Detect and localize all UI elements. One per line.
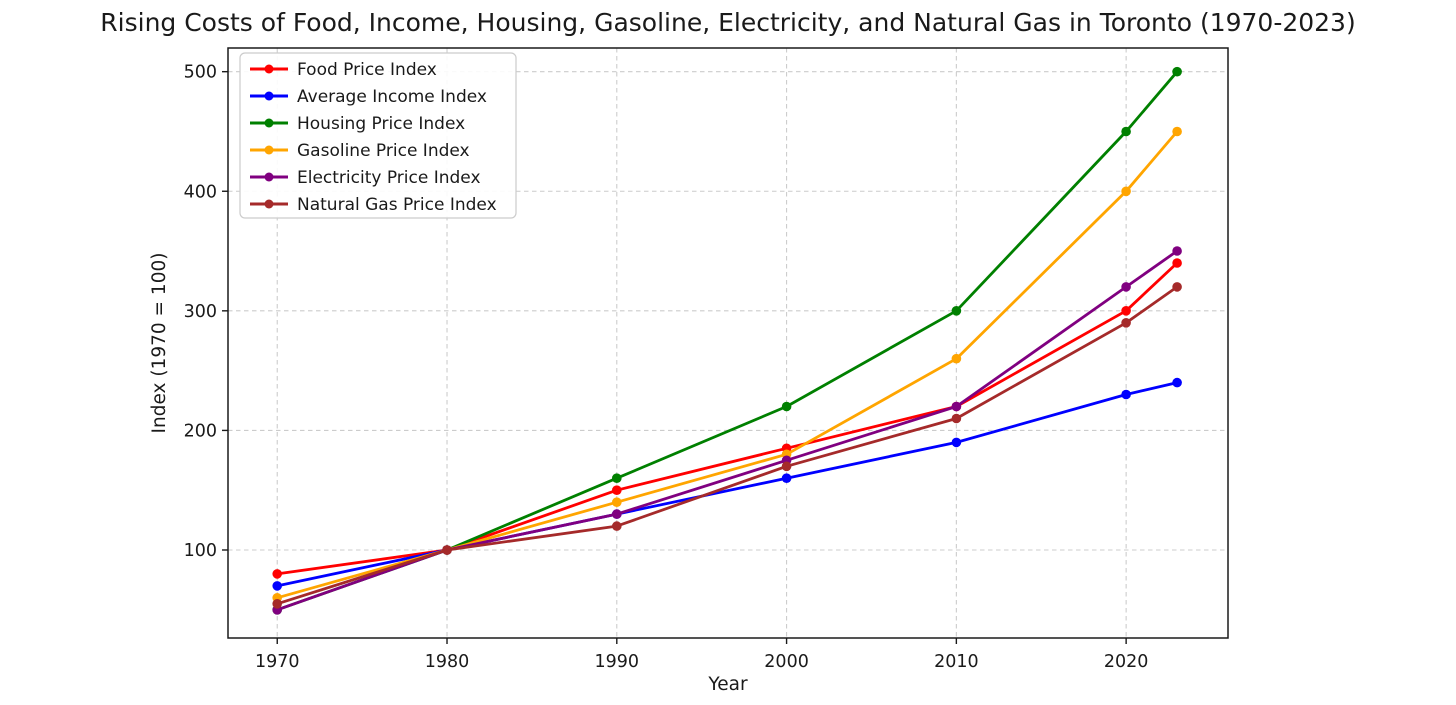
x-axis-label: Year xyxy=(707,674,748,695)
data-point xyxy=(781,401,792,412)
chart-title: Rising Costs of Food, Income, Housing, G… xyxy=(100,8,1355,37)
axes-frame xyxy=(227,47,1229,639)
legend-item: Electricity Price Index xyxy=(250,168,481,188)
data-point xyxy=(1121,318,1131,328)
legend-item-label: Average Income Index xyxy=(297,87,487,107)
data-point xyxy=(951,353,962,364)
data-point xyxy=(951,437,962,448)
legend-swatch-dot xyxy=(264,199,274,209)
x-tick-label: 2000 xyxy=(764,652,809,672)
data-point xyxy=(272,599,283,609)
data-point xyxy=(442,545,452,555)
legend-item-label: Food Price Index xyxy=(297,60,437,80)
legend-swatch-dot xyxy=(264,118,274,128)
legend-item-label: Electricity Price Index xyxy=(297,168,481,188)
data-point xyxy=(612,521,622,531)
y-axis-label: Index (1970 = 100) xyxy=(149,253,170,434)
data-point xyxy=(1121,186,1131,197)
x-tick-label: 1990 xyxy=(595,652,640,672)
data-point xyxy=(1172,258,1182,268)
data-point xyxy=(781,473,792,484)
legend-item: Housing Price Index xyxy=(250,114,465,134)
data-point xyxy=(1121,306,1131,316)
legend-item-label: Housing Price Index xyxy=(297,114,465,134)
legend-swatch-dot xyxy=(264,172,274,182)
data-point xyxy=(272,569,283,579)
y-tick-label: 200 xyxy=(184,421,217,441)
legend-swatch-dot xyxy=(264,145,274,155)
legend-box xyxy=(239,52,517,219)
y-tick-label: 500 xyxy=(184,63,217,83)
series-layer xyxy=(272,66,1182,615)
data-point xyxy=(612,485,622,496)
data-point xyxy=(612,473,622,484)
data-point xyxy=(1172,282,1182,292)
legend-swatch-dot xyxy=(264,64,274,74)
data-point xyxy=(951,413,962,424)
data-point xyxy=(951,306,962,316)
x-tick-label: 1980 xyxy=(425,652,470,672)
x-tick-label: 2010 xyxy=(934,652,979,672)
legend-item: Natural Gas Price Index xyxy=(250,195,497,215)
x-tick-label: 1970 xyxy=(255,652,300,672)
legend-item: Average Income Index xyxy=(250,87,487,107)
y-tick-label: 400 xyxy=(184,182,217,202)
legend-item: Food Price Index xyxy=(250,60,437,80)
data-point xyxy=(781,461,792,472)
y-tick-label: 300 xyxy=(184,302,217,322)
axes-layer: 1970 1980 1990 2000 2010 2020 100 200 300 400 500 xyxy=(184,47,1229,672)
legend-item-label: Gasoline Price Index xyxy=(297,141,470,161)
legend: Food Price Index Average Income Index Hous… xyxy=(239,52,517,219)
data-point xyxy=(1172,66,1182,77)
data-point xyxy=(612,509,622,519)
data-point xyxy=(1172,377,1182,388)
data-point xyxy=(272,581,283,591)
data-point xyxy=(1172,126,1182,137)
x-tick-label: 2020 xyxy=(1104,652,1149,672)
data-point xyxy=(951,401,962,412)
data-point xyxy=(1172,246,1182,256)
data-point xyxy=(612,497,622,508)
y-tick-label: 100 xyxy=(184,541,217,561)
data-point xyxy=(1121,389,1131,400)
legend-swatch-dot xyxy=(264,91,274,101)
data-point xyxy=(1121,126,1131,137)
data-point xyxy=(1121,282,1131,292)
legend-item: Gasoline Price Index xyxy=(250,141,470,161)
legend-item-label: Natural Gas Price Index xyxy=(297,195,497,215)
